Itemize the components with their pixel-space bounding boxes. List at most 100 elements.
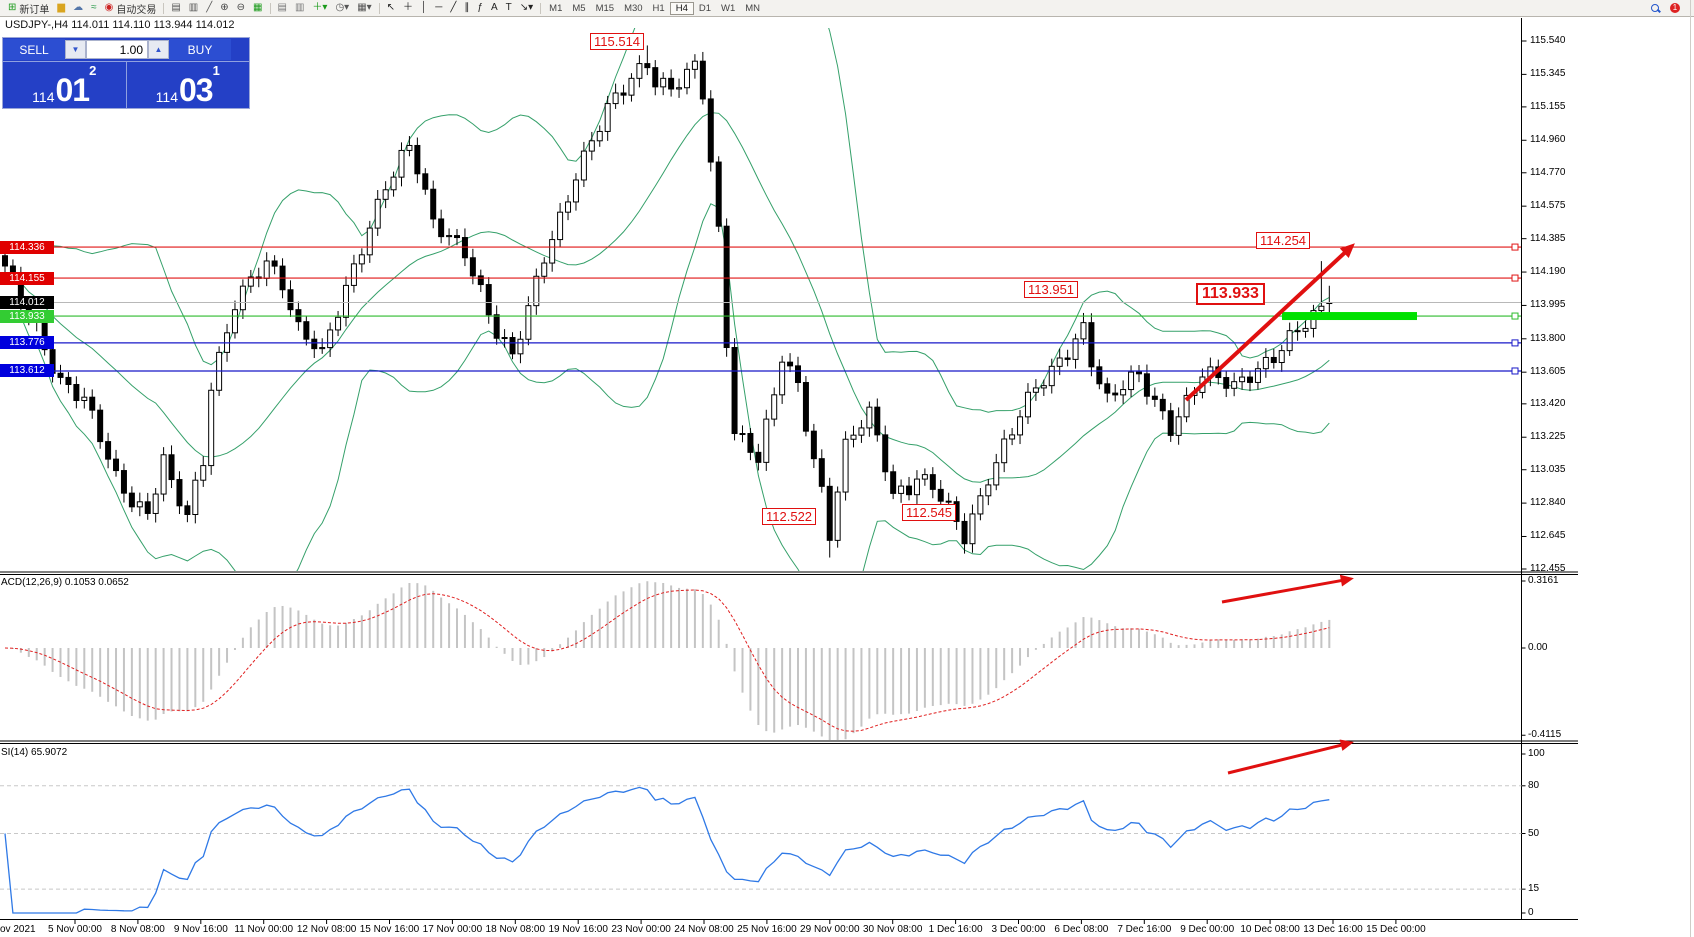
trade-panel-prices: 114 01 2 114 03 1 <box>3 61 249 109</box>
trend-arrow[interactable] <box>1221 578 1345 604</box>
line-chart-icon: ╱ <box>206 2 213 13</box>
trend-arrow-head <box>1339 243 1355 258</box>
macd-histogram <box>11 581 1331 740</box>
arrange-right-icon: ▥ <box>294 2 305 13</box>
text-label-icon: T <box>505 2 512 13</box>
template-button[interactable]: ▦▾ <box>353 1 375 15</box>
sell-price-pips: 01 <box>55 72 91 108</box>
horizontal-line-button[interactable]: ─ <box>431 1 446 15</box>
text-button[interactable]: A <box>487 1 502 15</box>
candle-chart-button[interactable]: ▥ <box>185 1 202 15</box>
candle-chart-icon: ▥ <box>188 2 199 13</box>
toolbar-separator <box>540 2 542 14</box>
trendline-icon: ╱ <box>450 2 457 13</box>
signal-icon-icon: ≈ <box>91 2 97 13</box>
new-order-icon: ⊞ <box>8 2 17 13</box>
gold-icon-icon: ▆ <box>57 2 66 13</box>
trend-arrow[interactable] <box>1184 248 1349 402</box>
timeframe-toolbar: M1 M5 M15 M30 H1 H4 D1 W1 MN <box>544 1 765 15</box>
toolbar-buttons: ⊞ 新订单 ▆ ☁ ≈ ◉ 自动交易 ▤ ▥ ╱ ⊕ ⊖ ▦ ▤ ▥ ＋▾ ◷▾ ▦▾ ↖ ＋ │ ─ ╱ ∥ ƒ A T ↘▾ <box>0 1 544 16</box>
zoom-out-button[interactable]: ⊖ <box>233 1 249 15</box>
bollinger-bands <box>20 28 1330 571</box>
fibonacci-icon: ƒ <box>477 2 483 13</box>
trade-panel-controls: SELL ▼ ▲ BUY <box>3 38 249 61</box>
volume-decrease-button[interactable]: ▼ <box>65 40 86 59</box>
timeframe-h4[interactable]: H4 <box>669 1 694 15</box>
timeframe-h1[interactable]: H1 <box>652 2 665 14</box>
period-button[interactable]: ◷▾ <box>331 1 353 15</box>
timeframe-w1[interactable]: W1 <box>721 2 736 14</box>
top-toolbar: ⊞ 新订单 ▆ ☁ ≈ ◉ 自动交易 ▤ ▥ ╱ ⊕ ⊖ ▦ ▤ ▥ ＋▾ ◷▾ ▦▾ ↖ ＋ │ ─ ╱ ∥ ƒ A T ↘▾ M1… <box>0 0 1694 17</box>
timeframe-mn[interactable]: MN <box>745 2 761 14</box>
sell-price[interactable]: 114 01 2 <box>3 62 126 109</box>
bar-chart-button[interactable]: ▤ <box>167 1 184 15</box>
cursor-button[interactable]: ↖ <box>383 1 399 15</box>
highlight-zone[interactable] <box>1282 312 1417 321</box>
chart-canvas <box>0 18 1578 924</box>
new-order-button[interactable]: ⊞ 新订单 <box>4 1 53 16</box>
vertical-line-button[interactable]: │ <box>417 1 431 15</box>
text-icon: A <box>490 2 498 13</box>
vertical-line-icon: │ <box>421 2 428 13</box>
buy-price-big-figure: 114 <box>155 89 178 105</box>
timeframe-m15[interactable]: M15 <box>595 2 615 14</box>
horizontal-line-icon: ─ <box>435 2 443 13</box>
bar-chart-icon: ▤ <box>171 2 181 13</box>
add-indicator-button[interactable]: ＋▾ <box>308 1 331 15</box>
equidistant-channel-button[interactable]: ∥ <box>460 1 473 15</box>
timeframe-m1[interactable]: M1 <box>549 2 563 14</box>
level-handle <box>1511 243 1519 251</box>
notification-badge[interactable]: 1 <box>1670 3 1680 13</box>
timeframe-d1[interactable]: D1 <box>698 2 712 14</box>
arrows-button[interactable]: ↘▾ <box>516 1 537 15</box>
autotrade-button[interactable]: ◉ 自动交易 <box>101 1 161 16</box>
autotrade-icon: ◉ <box>104 2 114 13</box>
template-icon: ▦▾ <box>357 2 372 13</box>
timeframe-m30[interactable]: M30 <box>624 2 643 14</box>
timeframe-m5[interactable]: M5 <box>572 2 586 14</box>
tile-windows-button[interactable]: ▦ <box>249 1 266 15</box>
arrange-left-button[interactable]: ▤ <box>274 1 291 15</box>
price-divider <box>125 62 127 109</box>
gold-icon[interactable]: ▆ <box>53 1 69 15</box>
community-icon[interactable]: ☁ <box>69 1 87 15</box>
buy-price-fraction: 1 <box>212 63 220 78</box>
trend-arrow-head <box>1339 574 1354 587</box>
search-icon[interactable] <box>1651 3 1660 13</box>
toolbar-separator <box>378 2 380 14</box>
volume-input[interactable] <box>86 40 148 59</box>
equidistant-channel-icon: ∥ <box>464 2 470 13</box>
macd-signal-line <box>4 589 1330 732</box>
chart-title: USDJPY-,H4 114.011 114.110 113.944 114.0… <box>5 19 235 31</box>
text-label-button[interactable]: T <box>502 1 516 15</box>
signal-icon[interactable]: ≈ <box>87 1 101 15</box>
sell-price-big-figure: 114 <box>32 89 55 105</box>
arrange-right-button[interactable]: ▥ <box>291 1 308 15</box>
crosshair-button[interactable]: ＋ <box>399 1 417 15</box>
zoom-out-icon: ⊖ <box>236 2 246 13</box>
toolbar-separator <box>163 2 165 14</box>
sell-price-fraction: 2 <box>89 63 97 78</box>
buy-button[interactable]: BUY <box>169 39 231 60</box>
fibonacci-button[interactable]: ƒ <box>473 1 487 15</box>
trendline-button[interactable]: ╱ <box>446 1 460 15</box>
rsi-line <box>4 786 1330 914</box>
bollinger-lower <box>20 203 1330 571</box>
chart-window: 115.540 115.345 115.155 114.960 114.770 114.5… <box>0 17 1694 937</box>
bollinger-middle <box>20 112 1330 483</box>
sell-button[interactable]: SELL <box>3 39 65 60</box>
volume-increase-button[interactable]: ▲ <box>148 40 169 59</box>
window-edge <box>1690 0 1691 937</box>
candlestick-series <box>2 45 1333 558</box>
level-handle <box>1511 274 1519 282</box>
buy-price[interactable]: 114 03 1 <box>127 62 250 109</box>
line-chart-button[interactable]: ╱ <box>202 1 216 15</box>
zoom-in-button[interactable]: ⊕ <box>216 1 232 15</box>
trend-arrow[interactable] <box>1227 742 1345 775</box>
level-handle <box>1511 339 1519 347</box>
toolbar-separator <box>269 2 271 14</box>
tile-windows-icon: ▦ <box>253 2 263 13</box>
zoom-in-icon: ⊕ <box>220 2 229 13</box>
